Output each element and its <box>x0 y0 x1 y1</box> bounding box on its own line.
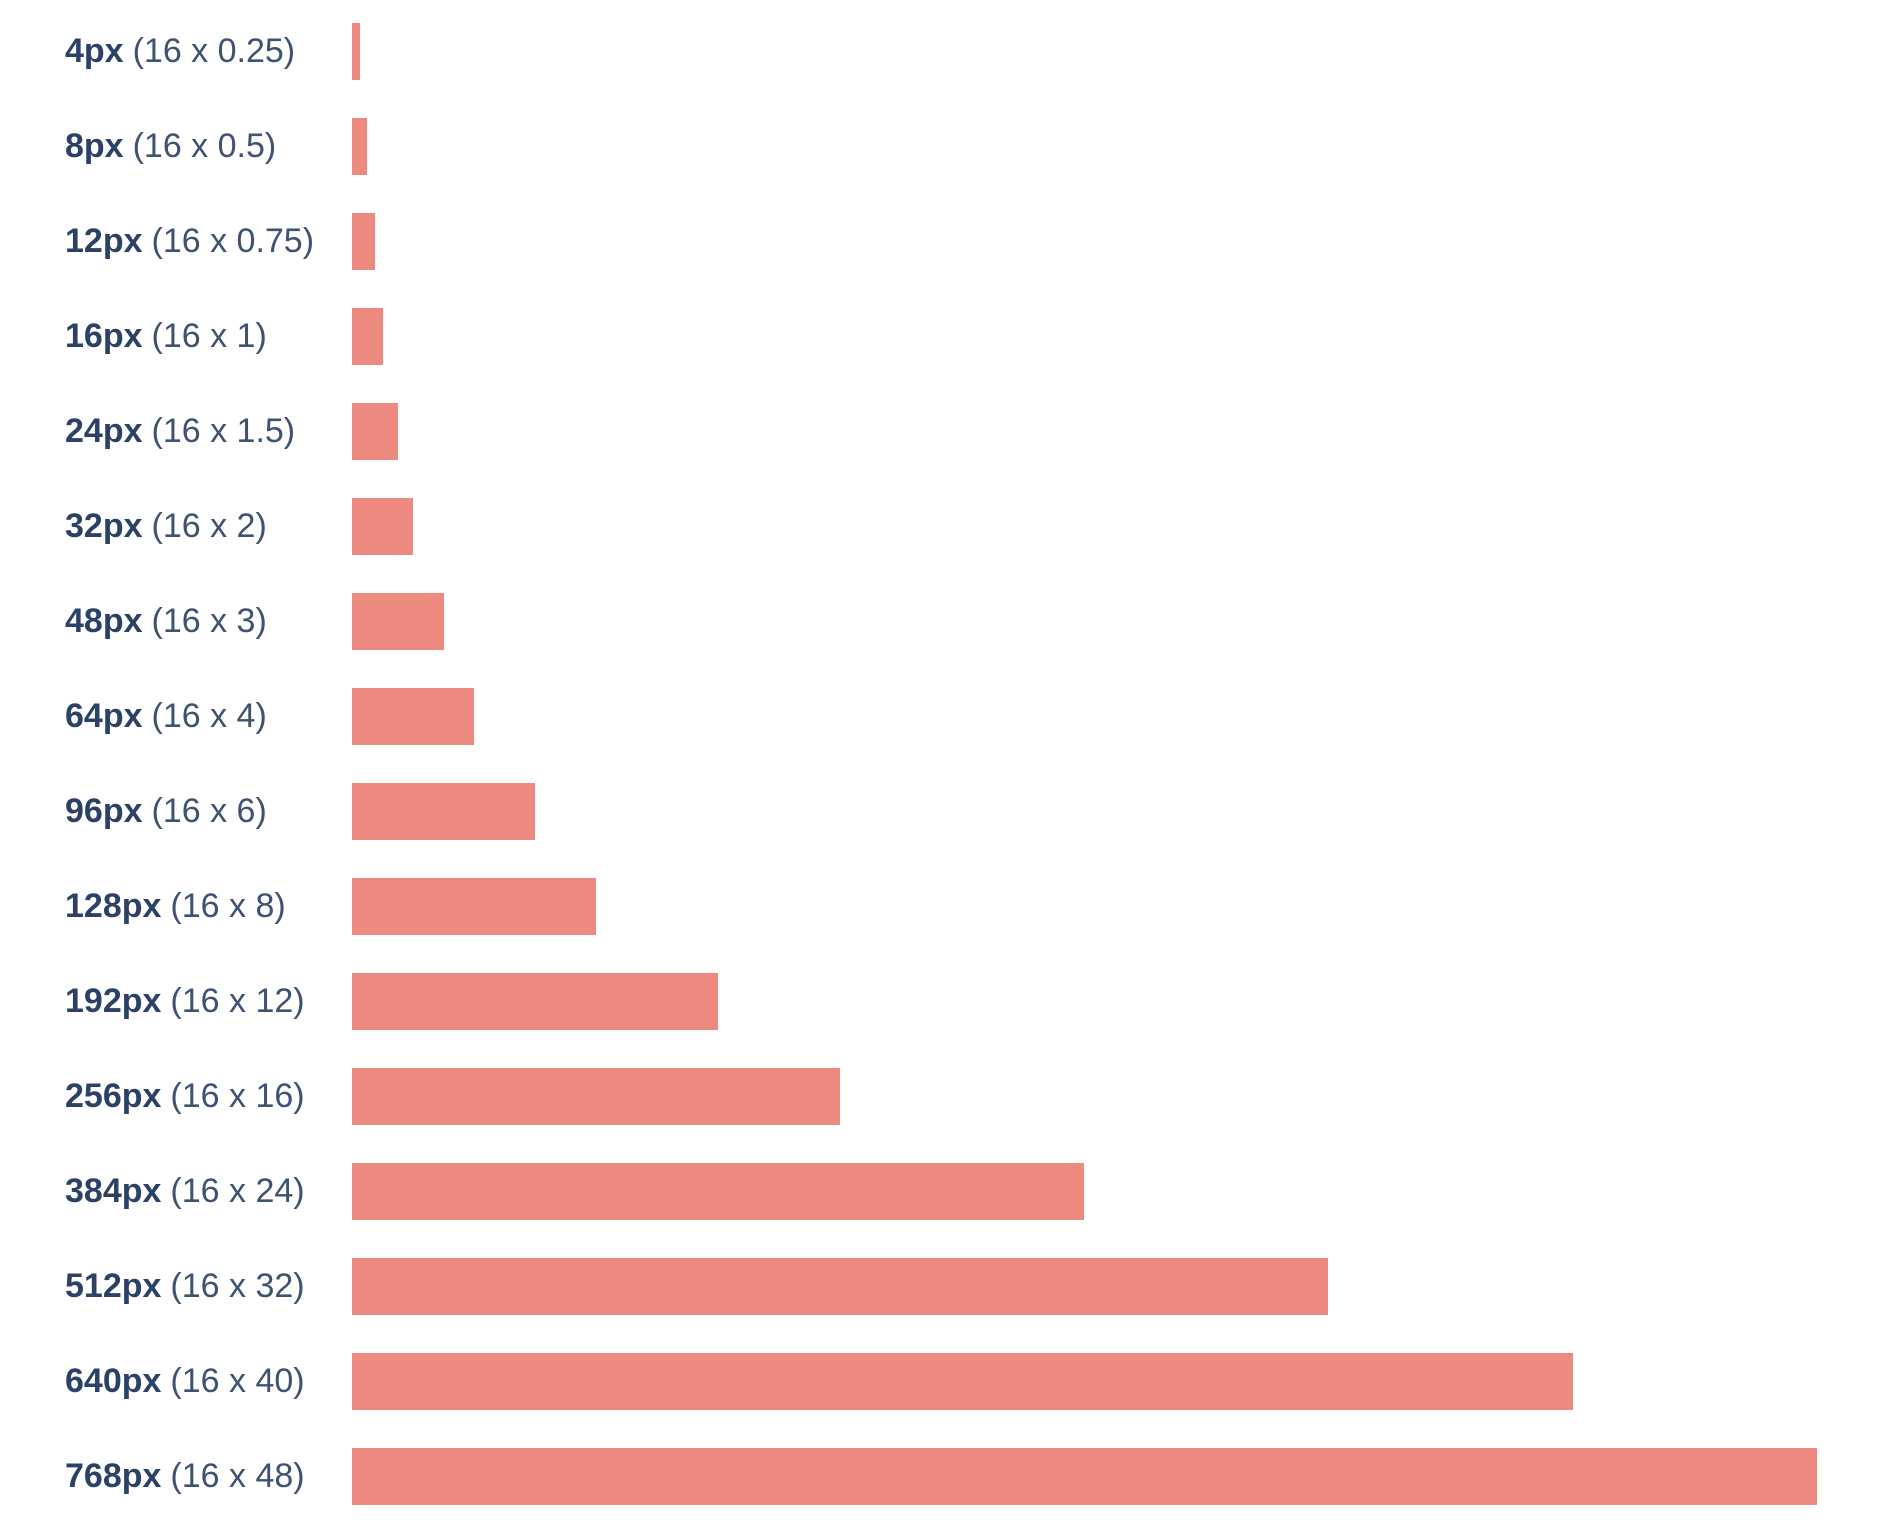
row-label-multiplier: (16 x 1.5) <box>151 411 296 450</box>
row-label-multiplier: (16 x 0.5) <box>132 126 277 165</box>
row-label-px: 768px <box>65 1456 162 1495</box>
spacing-bar <box>352 118 368 175</box>
chart-row: 64px (16 x 4) <box>65 669 1904 764</box>
row-label-multiplier: (16 x 1) <box>151 316 267 355</box>
spacing-bar <box>352 593 444 650</box>
chart-row: 512px (16 x 32) <box>65 1239 1904 1334</box>
row-label: 640px (16 x 40) <box>65 1361 352 1400</box>
spacing-bar <box>352 688 474 745</box>
chart-row: 384px (16 x 24) <box>65 1144 1904 1239</box>
row-label-px: 640px <box>65 1361 162 1400</box>
row-label: 256px (16 x 16) <box>65 1076 352 1115</box>
row-label-px: 384px <box>65 1171 162 1210</box>
row-label-px: 32px <box>65 506 143 545</box>
row-label-px: 64px <box>65 696 143 735</box>
row-label-multiplier: (16 x 2) <box>151 506 267 545</box>
row-label-multiplier: (16 x 8) <box>170 886 286 925</box>
row-label: 12px (16 x 0.75) <box>65 221 352 260</box>
row-label-multiplier: (16 x 48) <box>170 1456 305 1495</box>
row-label: 512px (16 x 32) <box>65 1266 352 1305</box>
row-label-px: 24px <box>65 411 143 450</box>
row-label-multiplier: (16 x 3) <box>151 601 267 640</box>
row-label-px: 128px <box>65 886 162 925</box>
row-label-multiplier: (16 x 32) <box>170 1266 305 1305</box>
row-label: 24px (16 x 1.5) <box>65 411 352 450</box>
row-label-multiplier: (16 x 0.75) <box>151 221 315 260</box>
row-label-px: 8px <box>65 126 124 165</box>
chart-row: 96px (16 x 6) <box>65 764 1904 859</box>
chart-row: 640px (16 x 40) <box>65 1334 1904 1429</box>
row-label-px: 48px <box>65 601 143 640</box>
row-label-px: 12px <box>65 221 143 260</box>
spacing-bar <box>352 1353 1573 1410</box>
chart-row: 16px (16 x 1) <box>65 289 1904 384</box>
chart-row: 48px (16 x 3) <box>65 574 1904 669</box>
row-label: 32px (16 x 2) <box>65 506 352 545</box>
row-label: 4px (16 x 0.25) <box>65 31 352 70</box>
chart-row: 192px (16 x 12) <box>65 954 1904 1049</box>
row-label-multiplier: (16 x 24) <box>170 1171 305 1210</box>
chart-row: 12px (16 x 0.75) <box>65 194 1904 289</box>
spacing-bar <box>352 498 413 555</box>
row-label: 48px (16 x 3) <box>65 601 352 640</box>
row-label-multiplier: (16 x 16) <box>170 1076 305 1115</box>
row-label-px: 4px <box>65 31 124 70</box>
row-label-multiplier: (16 x 6) <box>151 791 267 830</box>
row-label: 128px (16 x 8) <box>65 886 352 925</box>
chart-row: 24px (16 x 1.5) <box>65 384 1904 479</box>
spacing-bar <box>352 783 536 840</box>
row-label: 384px (16 x 24) <box>65 1171 352 1210</box>
row-label-px: 16px <box>65 316 143 355</box>
spacing-bar <box>352 1068 841 1125</box>
row-label-px: 192px <box>65 981 162 1020</box>
row-label-multiplier: (16 x 12) <box>170 981 305 1020</box>
spacing-bar <box>352 308 383 365</box>
row-label-multiplier: (16 x 0.25) <box>132 31 296 70</box>
spacing-bar <box>352 403 398 460</box>
row-label-px: 512px <box>65 1266 162 1305</box>
spacing-bar <box>352 1448 1817 1505</box>
chart-row: 128px (16 x 8) <box>65 859 1904 954</box>
chart-row: 8px (16 x 0.5) <box>65 99 1904 194</box>
chart-row: 4px (16 x 0.25) <box>65 4 1904 99</box>
spacing-bar <box>352 1258 1329 1315</box>
spacing-bar <box>352 878 597 935</box>
row-label: 768px (16 x 48) <box>65 1456 352 1495</box>
chart-row: 768px (16 x 48) <box>65 1429 1904 1524</box>
row-label: 8px (16 x 0.5) <box>65 126 352 165</box>
row-label-px: 96px <box>65 791 143 830</box>
row-label: 96px (16 x 6) <box>65 791 352 830</box>
spacing-bar <box>352 1163 1085 1220</box>
row-label-px: 256px <box>65 1076 162 1115</box>
spacing-bar <box>352 973 719 1030</box>
row-label-multiplier: (16 x 4) <box>151 696 267 735</box>
row-label: 192px (16 x 12) <box>65 981 352 1020</box>
spacing-bar <box>352 23 360 80</box>
row-label-multiplier: (16 x 40) <box>170 1361 305 1400</box>
row-label: 16px (16 x 1) <box>65 316 352 355</box>
spacing-bar <box>352 213 375 270</box>
chart-row: 32px (16 x 2) <box>65 479 1904 574</box>
row-label: 64px (16 x 4) <box>65 696 352 735</box>
chart-row: 256px (16 x 16) <box>65 1049 1904 1144</box>
